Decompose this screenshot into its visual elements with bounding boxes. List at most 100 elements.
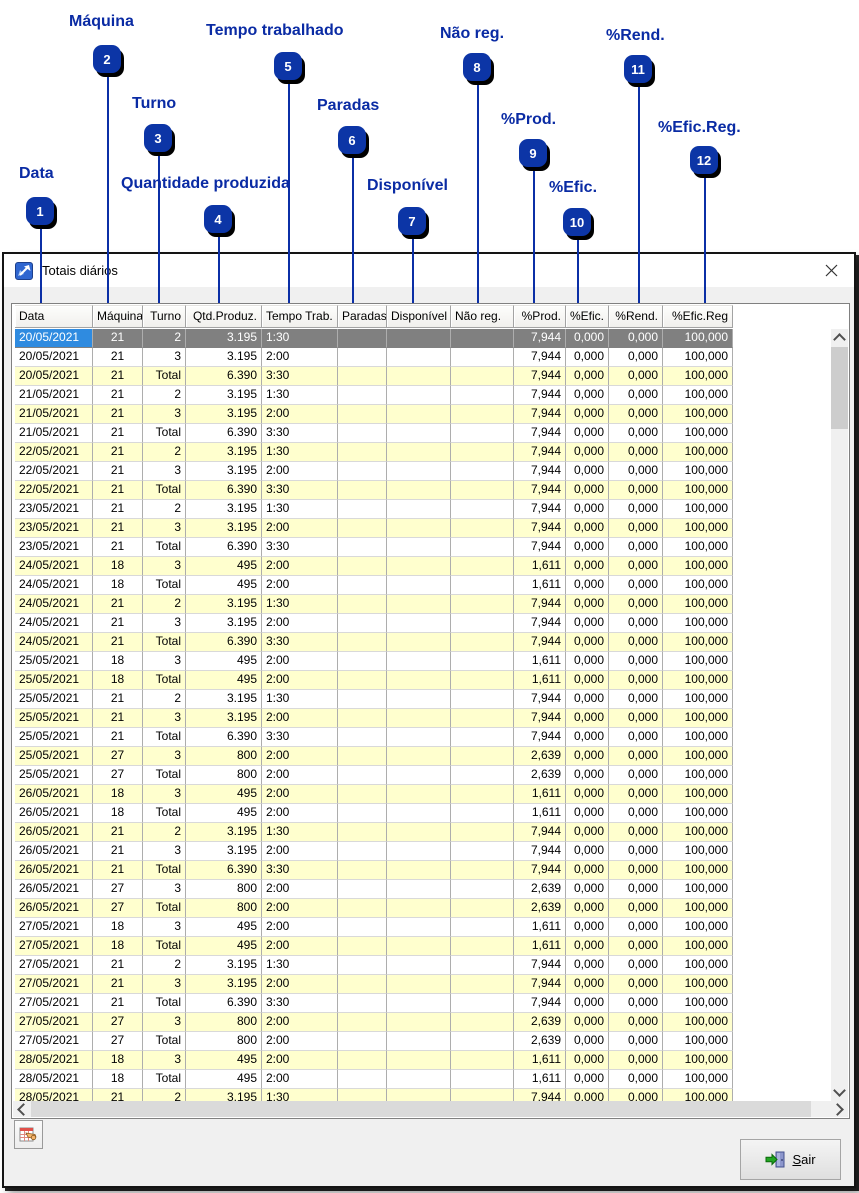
table-cell[interactable]: 0,000	[566, 1089, 609, 1101]
table-cell[interactable]: 18	[93, 785, 143, 804]
table-cell[interactable]: 100,000	[663, 956, 733, 975]
table-cell[interactable]: 1,611	[514, 804, 566, 823]
table-cell[interactable]: 0,000	[566, 557, 609, 576]
table-cell[interactable]	[338, 804, 387, 823]
table-cell[interactable]	[451, 994, 514, 1013]
table-cell[interactable]: 0,000	[566, 633, 609, 652]
table-cell[interactable]: 0,000	[566, 576, 609, 595]
table-cell[interactable]: 18	[93, 576, 143, 595]
table-cell[interactable]: 100,000	[663, 994, 733, 1013]
table-cell[interactable]	[387, 709, 451, 728]
table-cell[interactable]: 7,944	[514, 1089, 566, 1101]
table-cell[interactable]: 6.390	[186, 728, 262, 747]
table-cell[interactable]: 18	[93, 918, 143, 937]
table-cell[interactable]: 21	[93, 329, 143, 348]
table-cell[interactable]: 21	[93, 595, 143, 614]
table-cell[interactable]: 800	[186, 747, 262, 766]
table-cell[interactable]	[338, 367, 387, 386]
table-cell[interactable]: 0,000	[566, 652, 609, 671]
table-cell[interactable]: 0,000	[609, 1032, 663, 1051]
table-cell[interactable]	[387, 1013, 451, 1032]
table-cell[interactable]: 3	[143, 348, 186, 367]
table-cell[interactable]	[451, 861, 514, 880]
table-cell[interactable]: 0,000	[566, 747, 609, 766]
table-cell[interactable]	[338, 519, 387, 538]
table-cell[interactable]: 0,000	[609, 728, 663, 747]
table-cell[interactable]: 100,000	[663, 557, 733, 576]
table-cell[interactable]: 0,000	[566, 481, 609, 500]
table-cell[interactable]: 0,000	[609, 766, 663, 785]
table-cell[interactable]	[387, 519, 451, 538]
table-cell[interactable]: 100,000	[663, 823, 733, 842]
table-cell[interactable]: 7,944	[514, 538, 566, 557]
table-cell[interactable]: 2:00	[262, 1032, 338, 1051]
scroll-up-button[interactable]	[831, 329, 848, 346]
table-row[interactable]: 28/05/2021 18 3 495 2:00 1,611 0,000 0,000 100,0…	[15, 1051, 733, 1070]
table-cell[interactable]	[387, 690, 451, 709]
table-cell[interactable]	[338, 1051, 387, 1070]
table-cell[interactable]	[387, 652, 451, 671]
table-cell[interactable]: 2	[143, 1089, 186, 1101]
table-cell[interactable]	[387, 728, 451, 747]
table-cell[interactable]: 21	[93, 728, 143, 747]
horizontal-scrollbar[interactable]	[13, 1101, 848, 1117]
scroll-down-button[interactable]	[831, 1084, 848, 1101]
table-cell[interactable]: 21/05/2021	[15, 386, 93, 405]
table-cell[interactable]: 100,000	[663, 709, 733, 728]
table-row[interactable]: 25/05/2021 21 Total 6.390 3:30 7,944 0,000 0,00…	[15, 728, 733, 747]
table-cell[interactable]	[387, 481, 451, 500]
table-cell[interactable]	[338, 576, 387, 595]
table-cell[interactable]: 2:00	[262, 519, 338, 538]
table-cell[interactable]: 0,000	[609, 519, 663, 538]
table-cell[interactable]: 800	[186, 1013, 262, 1032]
table-cell[interactable]: 0,000	[609, 690, 663, 709]
table-cell[interactable]: 3	[143, 785, 186, 804]
table-cell[interactable]: 22/05/2021	[15, 443, 93, 462]
table-cell[interactable]: 100,000	[663, 405, 733, 424]
table-cell[interactable]: 0,000	[609, 899, 663, 918]
table-cell[interactable]: 2:00	[262, 975, 338, 994]
table-cell[interactable]: 25/05/2021	[15, 652, 93, 671]
table-cell[interactable]: 0,000	[609, 1070, 663, 1089]
table-cell[interactable]	[387, 443, 451, 462]
table-cell[interactable]: 3:30	[262, 994, 338, 1013]
table-cell[interactable]: 7,944	[514, 424, 566, 443]
table-cell[interactable]: 25/05/2021	[15, 766, 93, 785]
table-cell[interactable]: 100,000	[663, 443, 733, 462]
table-cell[interactable]: 6.390	[186, 538, 262, 557]
table-cell[interactable]: 100,000	[663, 747, 733, 766]
table-row[interactable]: 27/05/2021 27 3 800 2:00 2,639 0,000 0,000 100,0…	[15, 1013, 733, 1032]
table-cell[interactable]	[338, 1032, 387, 1051]
table-cell[interactable]: 2:00	[262, 709, 338, 728]
table-cell[interactable]	[387, 937, 451, 956]
table-cell[interactable]	[387, 348, 451, 367]
table-cell[interactable]	[387, 329, 451, 348]
table-cell[interactable]	[451, 747, 514, 766]
table-cell[interactable]	[451, 329, 514, 348]
table-cell[interactable]: 26/05/2021	[15, 804, 93, 823]
table-cell[interactable]: 27/05/2021	[15, 975, 93, 994]
table-cell[interactable]: 18	[93, 937, 143, 956]
table-cell[interactable]: 0,000	[609, 652, 663, 671]
table-cell[interactable]: 0,000	[566, 899, 609, 918]
table-cell[interactable]: 21/05/2021	[15, 405, 93, 424]
table-cell[interactable]: 7,944	[514, 462, 566, 481]
table-cell[interactable]	[338, 899, 387, 918]
table-cell[interactable]: 27	[93, 1032, 143, 1051]
table-cell[interactable]	[451, 595, 514, 614]
table-cell[interactable]: 3:30	[262, 424, 338, 443]
table-cell[interactable]: 7,944	[514, 595, 566, 614]
table-cell[interactable]: 100,000	[663, 1051, 733, 1070]
table-cell[interactable]: 21	[93, 614, 143, 633]
table-cell[interactable]: 3	[143, 709, 186, 728]
table-cell[interactable]: 1,611	[514, 918, 566, 937]
table-cell[interactable]: 0,000	[609, 747, 663, 766]
table-cell[interactable]	[451, 481, 514, 500]
table-cell[interactable]	[387, 367, 451, 386]
table-row[interactable]: 25/05/2021 18 Total 495 2:00 1,611 0,000 0,000 1…	[15, 671, 733, 690]
table-cell[interactable]: 3:30	[262, 538, 338, 557]
column-header-data[interactable]: Data	[15, 305, 93, 328]
table-row[interactable]: 26/05/2021 18 3 495 2:00 1,611 0,000 0,000 100,0…	[15, 785, 733, 804]
table-cell[interactable]: 22/05/2021	[15, 462, 93, 481]
table-cell[interactable]: 0,000	[566, 1032, 609, 1051]
